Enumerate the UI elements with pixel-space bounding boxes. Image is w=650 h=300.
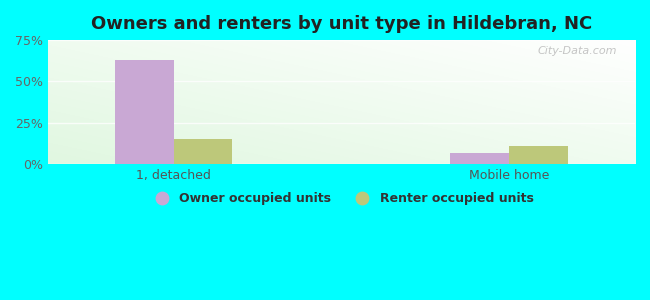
Bar [509, 146, 568, 164]
Bar [115, 60, 174, 164]
Bar [174, 140, 233, 164]
Text: City-Data.com: City-Data.com [538, 46, 617, 56]
Legend: Owner occupied units, Renter occupied units: Owner occupied units, Renter occupied un… [144, 187, 539, 210]
Bar [450, 153, 509, 164]
Title: Owners and renters by unit type in Hildebran, NC: Owners and renters by unit type in Hilde… [91, 15, 592, 33]
